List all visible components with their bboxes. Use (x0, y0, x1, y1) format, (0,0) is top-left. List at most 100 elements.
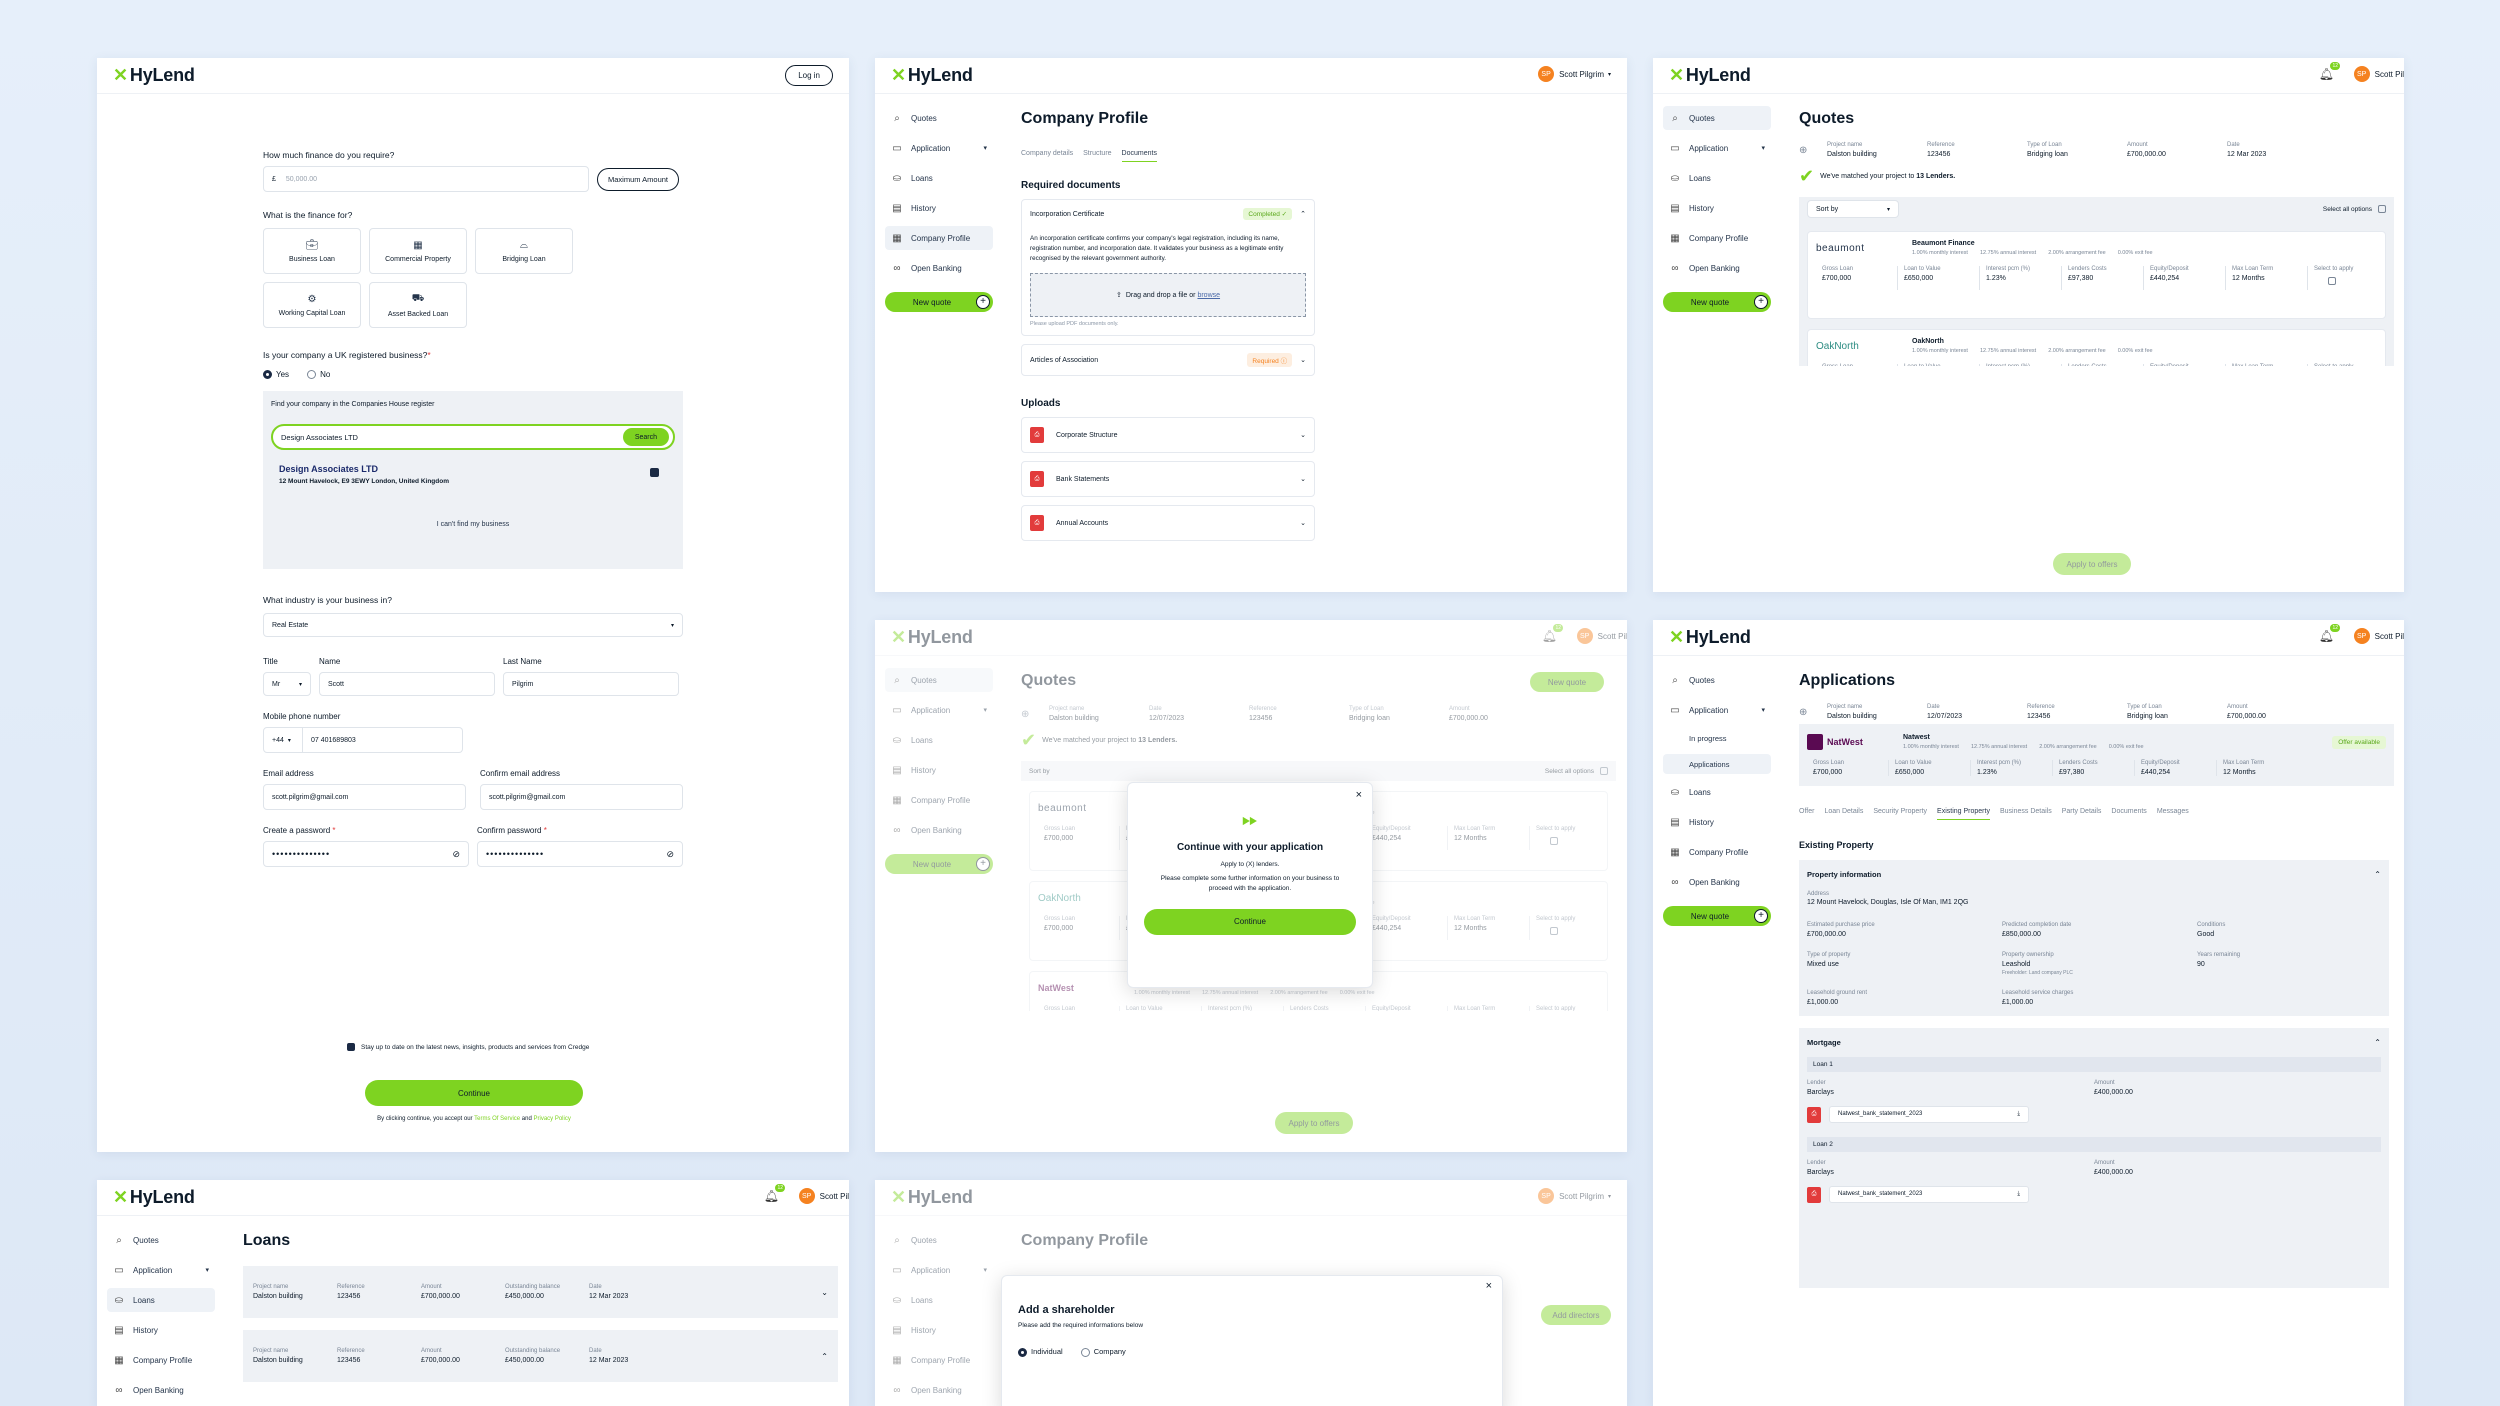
sidebar-item-profile[interactable]: ▦ Company Profile (1663, 840, 1771, 864)
download-icon[interactable]: ⤓ (2017, 1191, 2020, 1197)
sidebar-item-profile[interactable]: ▦ Company Profile (885, 1348, 993, 1372)
amount-input[interactable]: £50,000.00 (263, 166, 589, 192)
sidebar-item-application[interactable]: ▭ Application ▾ (107, 1258, 215, 1282)
articles-card[interactable]: Articles of Association Required ⓘ ⌄ (1021, 344, 1315, 377)
no-radio[interactable]: No (307, 370, 330, 380)
download-icon[interactable]: ⤓ (2017, 1111, 2020, 1117)
select-checkbox[interactable] (2328, 277, 2336, 285)
chevron-down-icon[interactable]: ⌄ (821, 1287, 828, 1297)
sidebar-item-profile[interactable]: ▦ Company Profile (885, 226, 993, 250)
newsletter-checkbox[interactable] (347, 1043, 355, 1051)
apply-to-offers-button[interactable]: Apply to offers (1275, 1112, 1353, 1134)
eye-off-icon[interactable]: ⊘ (666, 848, 674, 859)
new-quote-button[interactable]: New quote (1530, 672, 1604, 692)
individual-radio[interactable]: Individual (1018, 1347, 1063, 1357)
user-menu[interactable]: SP Scott Pil (2353, 628, 2404, 644)
bell-icon[interactable]: 🔔︎ 12 (2318, 624, 2340, 643)
dropzone[interactable]: ⇪ Drag and drop a file or browse (1030, 273, 1306, 318)
sidebar-item-quotes[interactable]: ⌕ Quotes (1663, 106, 1771, 130)
search-button[interactable]: Search (622, 428, 669, 447)
industry-select[interactable]: Real Estate ▾ (263, 613, 683, 638)
sidebar-item-application[interactable]: ▭ Application ▾ (1663, 698, 1771, 722)
new-quote-button[interactable]: New quote + (885, 292, 993, 312)
continue-button[interactable]: Continue (365, 1080, 583, 1106)
confirm-email-input[interactable]: scott.pilgrim@gmail.com (480, 784, 683, 811)
company-result[interactable]: Design Associates LTD 12 Mount Havelock,… (271, 464, 675, 485)
sidebar-item-history[interactable]: ▤ History (885, 196, 993, 220)
user-menu[interactable]: SP Scott Pilgrim ▾ (1538, 1188, 1611, 1204)
sidebar-item-application[interactable]: ▭ Application ▾ (885, 698, 993, 722)
sort-select[interactable]: Sort by ▾ (1807, 200, 1899, 218)
new-quote-button[interactable]: New quote + (1663, 292, 1771, 312)
sidebar-item-profile[interactable]: ▦ Company Profile (1663, 226, 1771, 250)
last-name-input[interactable]: Pilgrim (503, 672, 679, 697)
password-input[interactable]: •••••••••••••• ⊘ (263, 841, 469, 868)
eye-off-icon[interactable]: ⊘ (452, 848, 460, 859)
sidebar-item-loans[interactable]: ⛀ Loans (885, 728, 993, 752)
file-item[interactable]: ⎙ Natwest_bank_statement_2023 ⤓ (1807, 1106, 2381, 1123)
loan-type-option[interactable]: 💼︎ Business Loan (263, 228, 361, 274)
loan-type-option[interactable]: ⚙ Working Capital Loan (263, 282, 361, 328)
user-menu[interactable]: SP Scott Pilgrim ▾ (1538, 66, 1611, 82)
privacy-link[interactable]: Privacy Policy (533, 1116, 571, 1122)
email-input[interactable]: scott.pilgrim@gmail.com (263, 784, 466, 811)
new-quote-button[interactable]: New quote + (885, 854, 993, 874)
yes-radio[interactable]: Yes (263, 370, 289, 380)
name-input[interactable]: Scott (319, 672, 495, 697)
sidebar-item-application[interactable]: ▭ Application ▾ (885, 136, 993, 160)
tab-app-6[interactable]: Documents (2111, 808, 2147, 815)
sidebar-item-history[interactable]: ▤ History (107, 1318, 215, 1342)
select-all-checkbox[interactable] (2378, 205, 2386, 213)
sidebar-item-quotes[interactable]: ⌕ Quotes (107, 1228, 215, 1252)
sidebar-item-profile[interactable]: ▦ Company Profile (107, 1348, 215, 1372)
add-directors-button[interactable]: Add directors (1541, 1305, 1611, 1325)
sidebar-item-profile[interactable]: ▦ Company Profile (885, 788, 993, 812)
tab-company-details[interactable]: Company details (1021, 150, 1074, 157)
terms-link[interactable]: Terms Of Service (474, 1116, 521, 1122)
user-menu[interactable]: SP Scott Pil (798, 1188, 849, 1204)
sidebar-item-quotes[interactable]: ⌕ Quotes (885, 106, 993, 130)
new-quote-button[interactable]: New quote + (1663, 906, 1771, 926)
user-menu[interactable]: SP Scott Pil (1576, 628, 1627, 644)
loan-type-option[interactable]: ⛟ Asset Backed Loan (369, 282, 467, 328)
sidebar-item-banking[interactable]: ∞ Open Banking (885, 256, 993, 280)
file-item[interactable]: ⎙ Natwest_bank_statement_2023 ⤓ (1807, 1186, 2381, 1203)
sidebar-item-history[interactable]: ▤ History (885, 1318, 993, 1342)
sidebar-item-quotes[interactable]: ⌕ Quotes (885, 668, 993, 692)
add-circle-icon[interactable]: ⊕ (1021, 708, 1030, 720)
tab-app-2[interactable]: Security Property (1873, 808, 1928, 815)
tab-app-7[interactable]: Messages (2156, 808, 2189, 815)
upload-item[interactable]: ⎙ Annual Accounts ⌄ (1021, 505, 1315, 542)
phone-code-select[interactable]: +44 ▾ (263, 727, 303, 754)
bell-icon[interactable]: 🔔︎ 12 (2318, 62, 2340, 81)
sidebar-item-loans[interactable]: ⛀ Loans (107, 1288, 215, 1312)
select-checkbox[interactable] (1550, 837, 1558, 845)
confirm-password-input[interactable]: •••••••••••••• ⊘ (477, 841, 683, 868)
company-checkbox[interactable] (650, 468, 659, 478)
sidebar-item-application[interactable]: ▭ Application ▾ (1663, 136, 1771, 160)
sidebar-item-banking[interactable]: ∞ Open Banking (1663, 870, 1771, 894)
browse-link[interactable]: browse (1197, 291, 1221, 299)
tab-app-4[interactable]: Business Details (1999, 808, 2052, 815)
tab-app-0[interactable]: Offer (1799, 808, 1815, 815)
close-icon[interactable]: × (1485, 1280, 1492, 1292)
bell-icon[interactable]: 🔔︎ 12 (1541, 624, 1563, 643)
chevron-up-icon[interactable]: ⌃ (2374, 1038, 2381, 1047)
chevron-up-icon[interactable]: ⌃ (821, 1351, 828, 1361)
cant-find-link[interactable]: I can't find my business (436, 521, 510, 529)
title-select[interactable]: Mr ▾ (263, 672, 311, 697)
user-menu[interactable]: SP Scott Pil (2353, 66, 2404, 82)
sidebar-item-application[interactable]: ▭ Application ▾ (885, 1258, 993, 1282)
sidebar-item-loans[interactable]: ⛀ Loans (1663, 166, 1771, 190)
company-search-input[interactable]: Design Associates LTD Search (271, 424, 675, 451)
sidebar-item-quotes[interactable]: ⌕ Quotes (885, 1228, 993, 1252)
tab-app-1[interactable]: Loan Details (1824, 808, 1864, 815)
sidebar-item-banking[interactable]: ∞ Open Banking (885, 1378, 993, 1402)
tab-app-3[interactable]: Existing Property (1937, 808, 1990, 820)
select-all-checkbox[interactable] (1600, 767, 1608, 775)
upload-item[interactable]: ⎙ Corporate Structure ⌄ (1021, 417, 1315, 454)
sidebar-subitem-apps[interactable]: Applications (1663, 754, 1771, 774)
loan-type-option[interactable]: ⌓ Bridging Loan (475, 228, 573, 274)
loan-row[interactable]: Project name Dalston building Reference 123… (243, 1266, 838, 1318)
add-circle-icon[interactable]: ⊕ (1799, 706, 1808, 718)
